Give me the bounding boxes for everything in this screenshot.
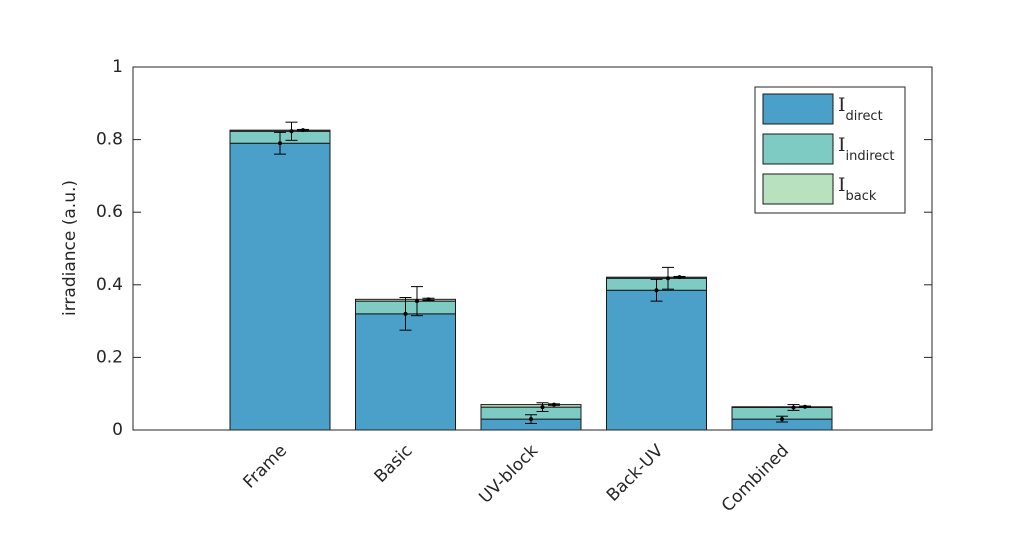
plot-frame: [132, 66, 933, 431]
y-tick-label: 0.2: [96, 347, 123, 367]
error-bar: [799, 404, 811, 409]
legend-swatch: [762, 93, 834, 125]
bar-segment: [731, 406, 833, 408]
error-bar-dot: [666, 276, 670, 281]
error-bar: [662, 266, 674, 290]
legend-label-sub: direct: [846, 109, 883, 124]
y-tick-label: 0: [112, 420, 123, 440]
y-axis-label: irradiance (a.u.): [60, 180, 80, 316]
error-bar: [422, 297, 435, 302]
error-bar-dot: [552, 402, 556, 407]
legend-label-base: I: [838, 94, 846, 116]
x-tick-label: UV-block: [475, 441, 542, 508]
error-bar-dot: [540, 405, 545, 410]
y-tick-label: 1: [112, 57, 123, 77]
error-bar-dot: [426, 297, 431, 302]
error-bar-dot: [278, 141, 282, 146]
legend-swatch: [762, 133, 834, 165]
error-bar: [525, 414, 537, 424]
error-bar: [548, 402, 560, 407]
legend-swatch: [762, 173, 834, 205]
legend-label-base: I: [838, 134, 846, 156]
bar-segment: [606, 289, 707, 431]
error-bar-dot: [415, 299, 419, 304]
error-bar: [285, 121, 298, 141]
legend-label-sub: back: [846, 189, 877, 204]
x-tick-label: Back-UV: [603, 441, 668, 506]
y-tick-label: 0.6: [96, 202, 123, 222]
error-bar: [673, 275, 686, 280]
bar-segment: [355, 313, 456, 431]
error-bar-dot: [791, 405, 796, 410]
error-bar: [787, 404, 800, 411]
legend-label: Idirect: [838, 94, 883, 124]
legend-label: Iindirect: [838, 134, 895, 164]
x-tick-label: Combined: [718, 441, 793, 516]
error-bar-dot: [529, 417, 533, 422]
error-bar: [650, 278, 663, 302]
error-bar: [297, 128, 309, 133]
error-bar-dot: [301, 128, 305, 133]
y-tick-label: 0.8: [96, 130, 123, 150]
bar-segment: [229, 142, 331, 431]
error-bar-dot: [677, 275, 682, 280]
error-bar-dot: [289, 129, 294, 134]
error-bar: [274, 131, 286, 155]
x-tick-label: Basic: [371, 441, 417, 487]
error-bar-dot: [403, 311, 408, 316]
error-bar-dot: [803, 404, 807, 409]
bar-segment: [480, 404, 582, 408]
legend-label-sub: indirect: [846, 149, 895, 164]
x-tick-label: Frame: [239, 441, 291, 493]
error-bar: [411, 286, 423, 317]
y-tick-label: 0.4: [96, 275, 123, 295]
legend-label: Iback: [838, 174, 877, 204]
error-bar: [776, 415, 788, 423]
bar-segment: [229, 129, 331, 132]
legend-label-base: I: [838, 174, 846, 196]
error-bar-dot: [654, 288, 659, 293]
error-bar-dot: [780, 417, 784, 422]
bar-segment: [606, 276, 707, 279]
error-bar: [536, 402, 549, 412]
error-bar: [399, 297, 412, 331]
